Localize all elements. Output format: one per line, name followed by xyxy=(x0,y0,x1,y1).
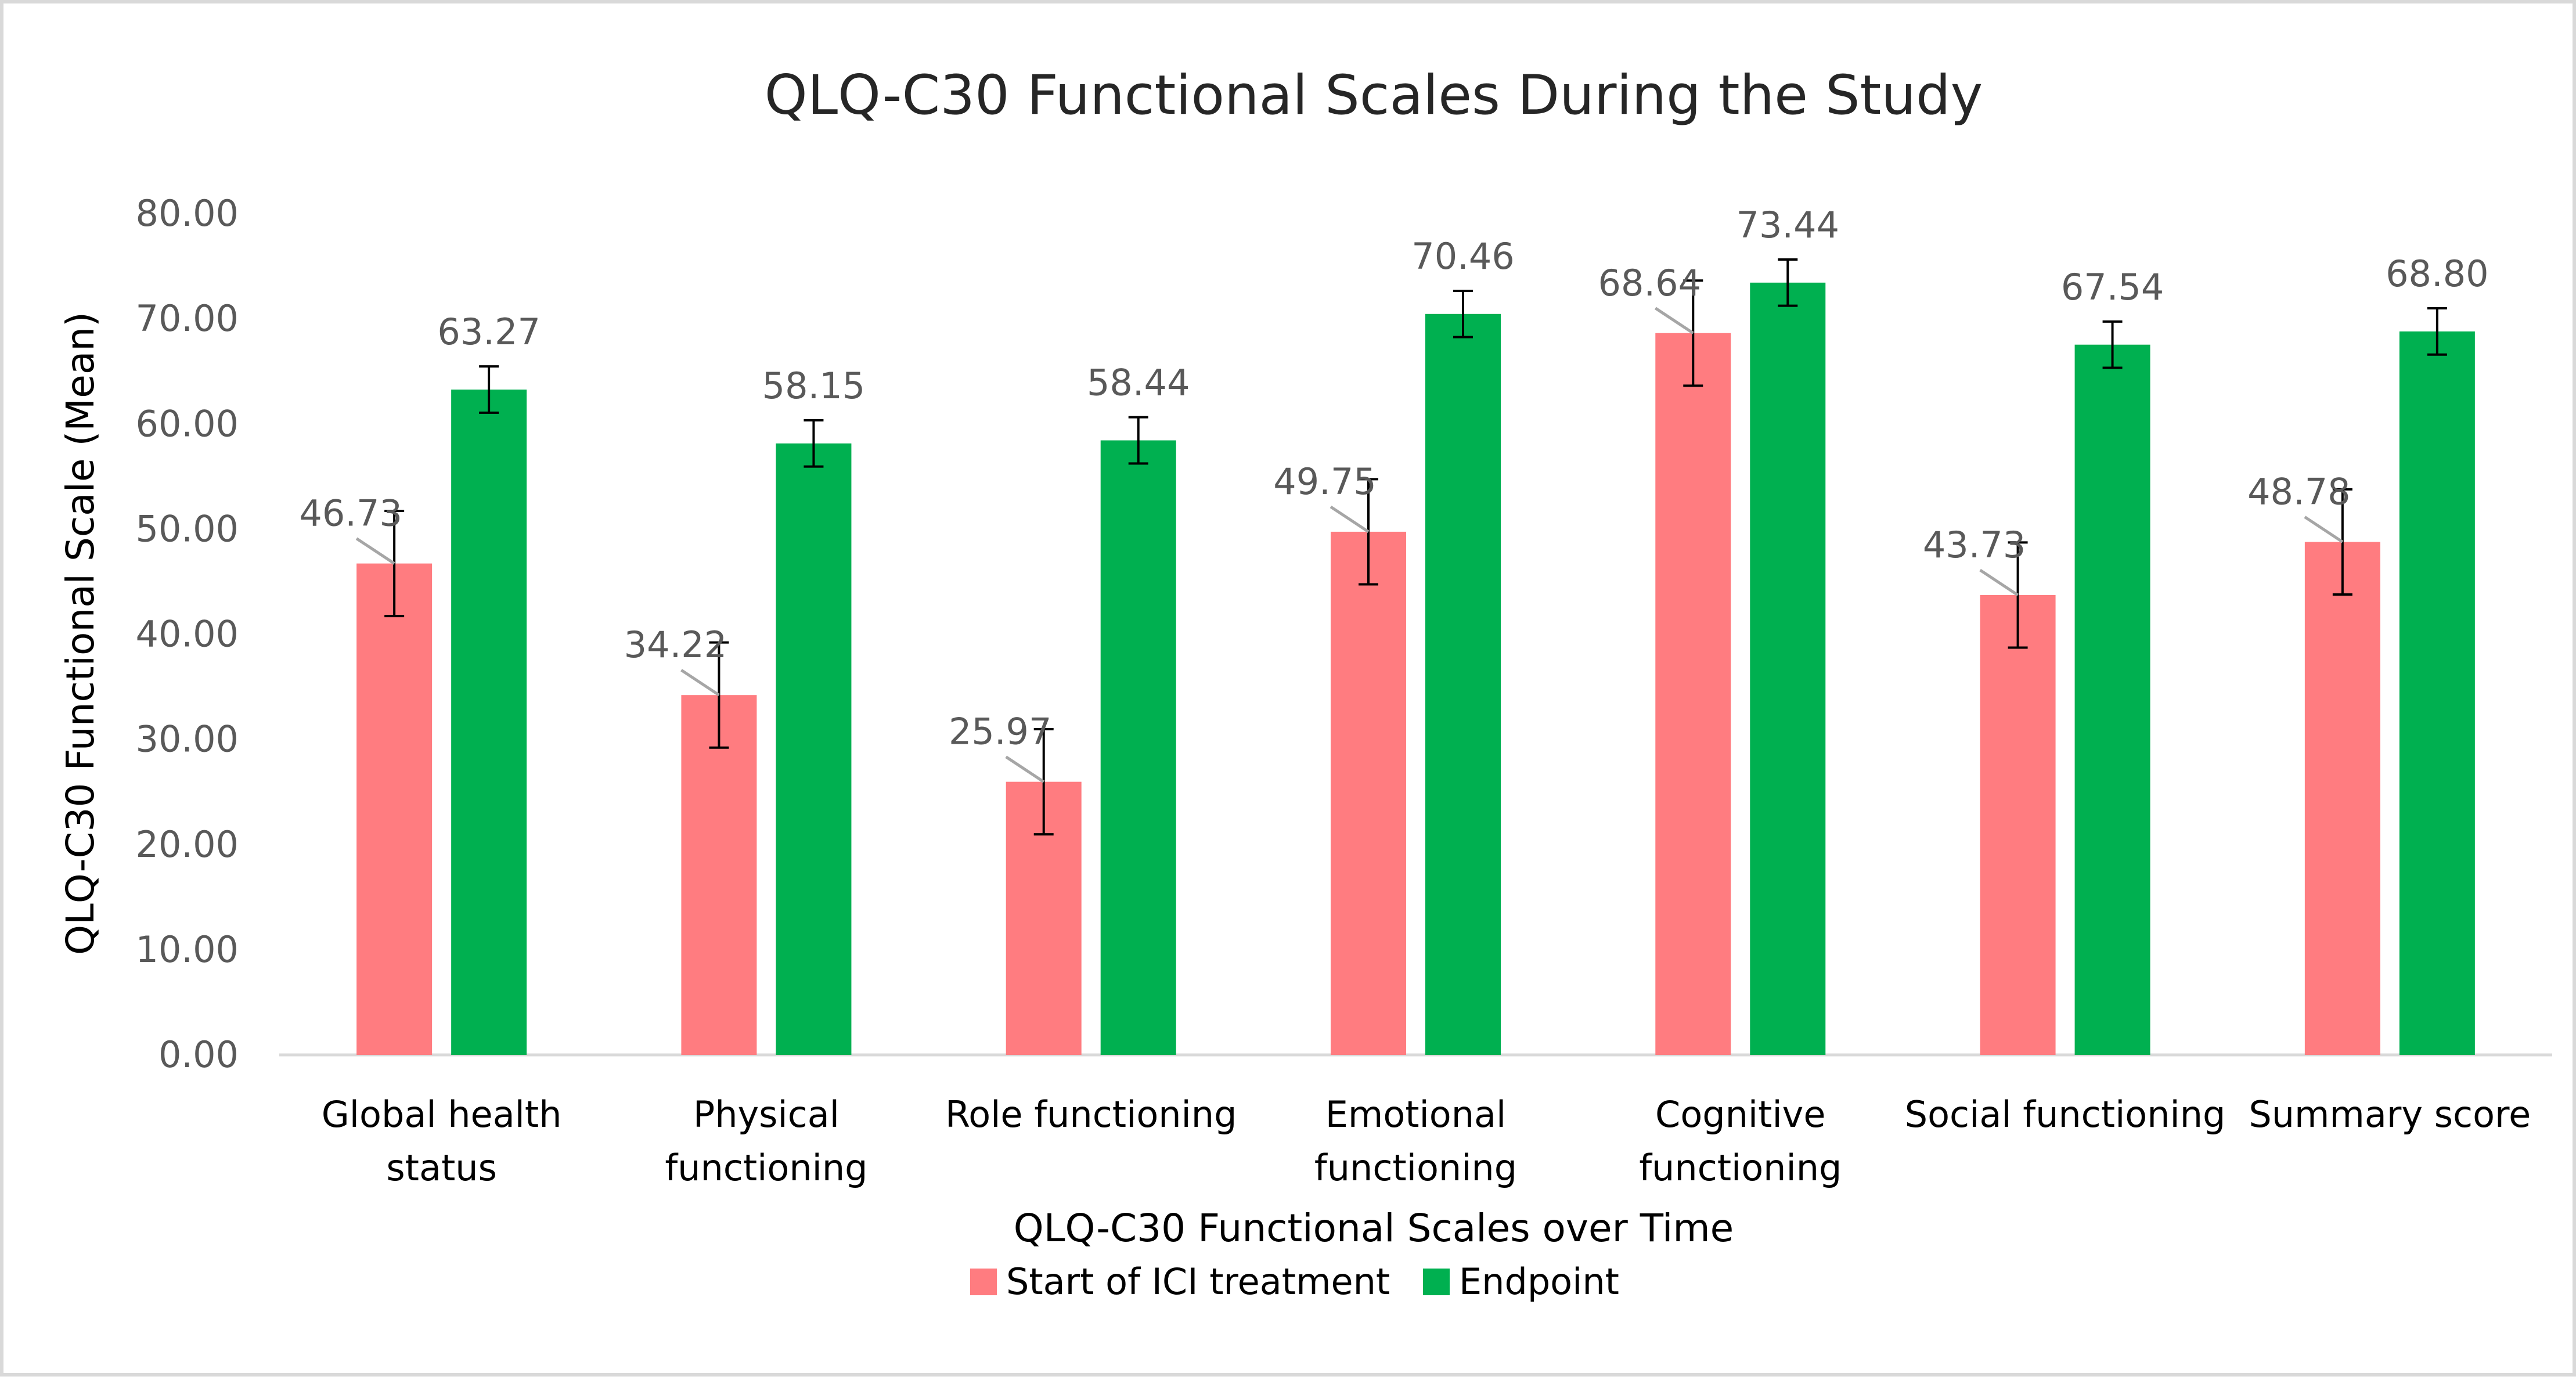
data-label: 73.44 xyxy=(1736,204,1840,246)
category-label-line: Social functioning xyxy=(1905,1093,2226,1136)
bar-endpoint xyxy=(2399,331,2475,1055)
legend-label-endpoint: Endpoint xyxy=(1459,1260,1619,1303)
data-label: 68.80 xyxy=(2386,253,2489,295)
bar-start xyxy=(1331,531,1406,1055)
bar-start xyxy=(681,695,757,1055)
data-label-leader xyxy=(1979,568,2019,597)
y-tick-label: 20.00 xyxy=(136,823,239,866)
data-label: 58.15 xyxy=(762,365,866,407)
bar-endpoint xyxy=(1750,282,1826,1055)
category-labels: Global health status Physical functioning Ro… xyxy=(322,1093,2531,1189)
chart-title: QLQ-C30 Functional Scales During the Stu… xyxy=(765,64,1983,127)
data-label-leader xyxy=(1005,755,1045,783)
y-tick-label: 10.00 xyxy=(136,928,239,971)
y-tick-label: 60.00 xyxy=(136,402,239,445)
bars-group: 46.73 34.22 25.97 49.75 68.64 43.73 48.78 63.27… xyxy=(299,204,2489,1055)
category-label: Cognitive functioning xyxy=(1639,1093,1842,1189)
data-label: 58.44 xyxy=(1087,362,1190,404)
data-label: 68.64 xyxy=(1598,262,1702,304)
bar-start xyxy=(1655,333,1731,1055)
y-tick-label: 80.00 xyxy=(136,192,239,235)
category-label: Emotional functioning xyxy=(1314,1093,1517,1189)
y-tick-label: 30.00 xyxy=(136,718,239,761)
bar-endpoint xyxy=(776,443,852,1055)
data-label: 25.97 xyxy=(949,711,1052,753)
bar-endpoint xyxy=(2074,344,2150,1055)
data-label-leader xyxy=(1330,505,1370,533)
category-label: Global health status xyxy=(322,1093,562,1189)
y-tick-label: 70.00 xyxy=(136,297,239,340)
category-label-line: functioning xyxy=(1314,1147,1517,1189)
category-label-line: Role functioning xyxy=(945,1093,1237,1136)
data-label-leader xyxy=(2304,516,2344,543)
legend-swatch-endpoint xyxy=(1423,1269,1450,1295)
category-label-line: Physical xyxy=(693,1093,840,1136)
bar-endpoint xyxy=(1425,314,1501,1055)
category-label: Physical functioning xyxy=(665,1093,867,1189)
data-label: 48.78 xyxy=(2247,470,2351,513)
category-label: Summary score xyxy=(2249,1093,2531,1136)
legend-swatch-start xyxy=(970,1269,997,1295)
data-label-leader xyxy=(1654,307,1694,334)
category-label-line: functioning xyxy=(1639,1147,1842,1189)
data-label: 70.46 xyxy=(1411,235,1515,278)
bar-start xyxy=(2304,542,2380,1055)
bar-endpoint xyxy=(451,390,527,1055)
data-label: 34.22 xyxy=(624,624,727,666)
y-tick-label: 40.00 xyxy=(136,613,239,655)
bar-start xyxy=(1980,594,2056,1055)
data-label-leader xyxy=(355,537,395,565)
data-label: 43.73 xyxy=(1923,524,2026,566)
category-label: Role functioning xyxy=(945,1093,1237,1136)
bar-endpoint xyxy=(1100,440,1176,1055)
y-tick-label: 50.00 xyxy=(136,507,239,550)
y-tick-label: 0.00 xyxy=(158,1033,239,1076)
category-label-line: status xyxy=(386,1147,497,1189)
x-axis-title: QLQ-C30 Functional Scales over Time xyxy=(1014,1206,1734,1251)
y-axis-title: QLQ-C30 Functional Scale (Mean) xyxy=(58,312,103,955)
data-label: 67.54 xyxy=(2061,266,2164,308)
legend-label-start: Start of ICI treatment xyxy=(1006,1260,1390,1303)
chart-svg: QLQ-C30 Functional Scales During the Stu… xyxy=(58,64,2552,1303)
data-label: 63.27 xyxy=(437,311,541,353)
category-label: Social functioning xyxy=(1905,1093,2226,1136)
category-label-line: Cognitive xyxy=(1655,1093,1825,1136)
bar-start xyxy=(356,563,433,1055)
category-label-line: functioning xyxy=(665,1147,867,1189)
data-label: 49.75 xyxy=(1273,460,1377,503)
legend: Start of ICI treatment Endpoint xyxy=(970,1260,1619,1303)
y-axis-ticks: 0.00 10.00 20.00 30.00 40.00 50.00 60.00 70.00 8… xyxy=(136,192,239,1076)
category-label-line: Emotional xyxy=(1325,1093,1506,1136)
category-label-line: Global health xyxy=(322,1093,562,1136)
category-label-line: Summary score xyxy=(2249,1093,2531,1136)
data-label: 46.73 xyxy=(299,492,402,535)
data-label-leader xyxy=(680,669,720,697)
